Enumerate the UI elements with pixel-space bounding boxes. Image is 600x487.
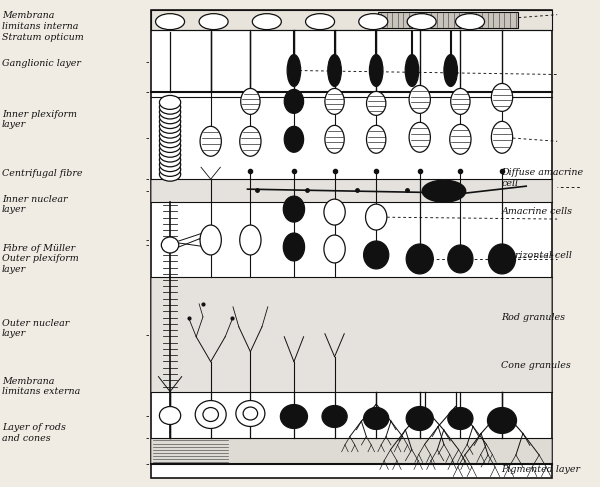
Text: Diffuse amacrine
cell: Diffuse amacrine cell	[501, 168, 583, 187]
Ellipse shape	[240, 126, 261, 156]
Ellipse shape	[200, 225, 221, 255]
Ellipse shape	[370, 55, 383, 87]
Ellipse shape	[160, 124, 181, 138]
Ellipse shape	[200, 126, 221, 156]
Ellipse shape	[160, 407, 181, 425]
Ellipse shape	[448, 408, 473, 430]
Ellipse shape	[491, 83, 512, 112]
Ellipse shape	[325, 89, 344, 114]
Ellipse shape	[407, 14, 436, 30]
Ellipse shape	[322, 406, 347, 428]
Ellipse shape	[406, 407, 433, 431]
Text: Rod granules: Rod granules	[501, 313, 565, 322]
Text: Inner plexiform
layer: Inner plexiform layer	[2, 110, 77, 130]
Ellipse shape	[325, 125, 344, 153]
Text: Inner nuclear
layer: Inner nuclear layer	[2, 195, 67, 214]
Ellipse shape	[365, 204, 387, 230]
Ellipse shape	[305, 14, 335, 30]
Ellipse shape	[328, 55, 341, 87]
Ellipse shape	[367, 92, 386, 115]
Ellipse shape	[324, 235, 345, 263]
Text: Membrana
limitans externa: Membrana limitans externa	[2, 377, 80, 396]
Ellipse shape	[161, 237, 179, 253]
Ellipse shape	[240, 225, 261, 255]
Ellipse shape	[283, 233, 305, 261]
Ellipse shape	[160, 153, 181, 167]
Ellipse shape	[243, 407, 257, 420]
Ellipse shape	[409, 85, 430, 113]
Text: Layer of rods
and cones: Layer of rods and cones	[2, 423, 66, 443]
Text: Centrifugal fibre: Centrifugal fibre	[2, 169, 82, 178]
Text: Pigmented layer: Pigmented layer	[501, 465, 580, 474]
Bar	[151, 179, 553, 202]
Ellipse shape	[284, 90, 304, 113]
Ellipse shape	[284, 126, 304, 152]
Bar	[151, 277, 553, 392]
Text: Amacrine cells: Amacrine cells	[501, 207, 572, 216]
Ellipse shape	[364, 408, 389, 430]
Ellipse shape	[203, 408, 218, 421]
Ellipse shape	[160, 110, 181, 124]
Ellipse shape	[448, 245, 473, 273]
Ellipse shape	[253, 14, 281, 30]
Bar	[151, 10, 553, 478]
Text: Ganglionic layer: Ganglionic layer	[2, 59, 81, 68]
Text: Outer nuclear
layer: Outer nuclear layer	[2, 319, 69, 338]
Ellipse shape	[280, 405, 307, 429]
Text: Outer plexiform
layer: Outer plexiform layer	[2, 254, 79, 274]
Ellipse shape	[444, 55, 457, 87]
Ellipse shape	[287, 55, 301, 87]
Ellipse shape	[450, 124, 471, 154]
Ellipse shape	[364, 241, 389, 269]
Text: Cone granules: Cone granules	[501, 361, 571, 371]
Ellipse shape	[324, 199, 345, 225]
Ellipse shape	[241, 89, 260, 114]
Text: Membrana
limitans interna: Membrana limitans interna	[2, 11, 78, 31]
Ellipse shape	[236, 400, 265, 427]
Ellipse shape	[160, 138, 181, 152]
Ellipse shape	[160, 105, 181, 119]
Ellipse shape	[283, 196, 305, 222]
Text: Fibre of Müller: Fibre of Müller	[2, 244, 75, 253]
Ellipse shape	[155, 14, 185, 30]
Ellipse shape	[160, 148, 181, 162]
Text: Horizontal cell: Horizontal cell	[501, 251, 572, 260]
Ellipse shape	[406, 244, 433, 274]
Ellipse shape	[160, 114, 181, 129]
Ellipse shape	[491, 121, 512, 153]
Bar	[151, 10, 553, 30]
Ellipse shape	[160, 163, 181, 176]
Ellipse shape	[451, 89, 470, 114]
Ellipse shape	[160, 129, 181, 143]
Bar	[378, 12, 518, 28]
Ellipse shape	[160, 119, 181, 133]
Ellipse shape	[160, 134, 181, 148]
Ellipse shape	[160, 95, 181, 110]
Bar	[151, 438, 553, 465]
Ellipse shape	[487, 408, 517, 433]
Ellipse shape	[160, 143, 181, 157]
Ellipse shape	[367, 125, 386, 153]
Ellipse shape	[488, 244, 515, 274]
Ellipse shape	[455, 14, 485, 30]
Ellipse shape	[160, 100, 181, 114]
Ellipse shape	[199, 14, 228, 30]
Ellipse shape	[405, 55, 419, 87]
Ellipse shape	[359, 14, 388, 30]
Ellipse shape	[409, 122, 430, 152]
Ellipse shape	[160, 158, 181, 171]
Text: Stratum opticum: Stratum opticum	[2, 33, 83, 41]
Ellipse shape	[160, 167, 181, 181]
Ellipse shape	[422, 180, 466, 202]
Ellipse shape	[195, 400, 226, 429]
